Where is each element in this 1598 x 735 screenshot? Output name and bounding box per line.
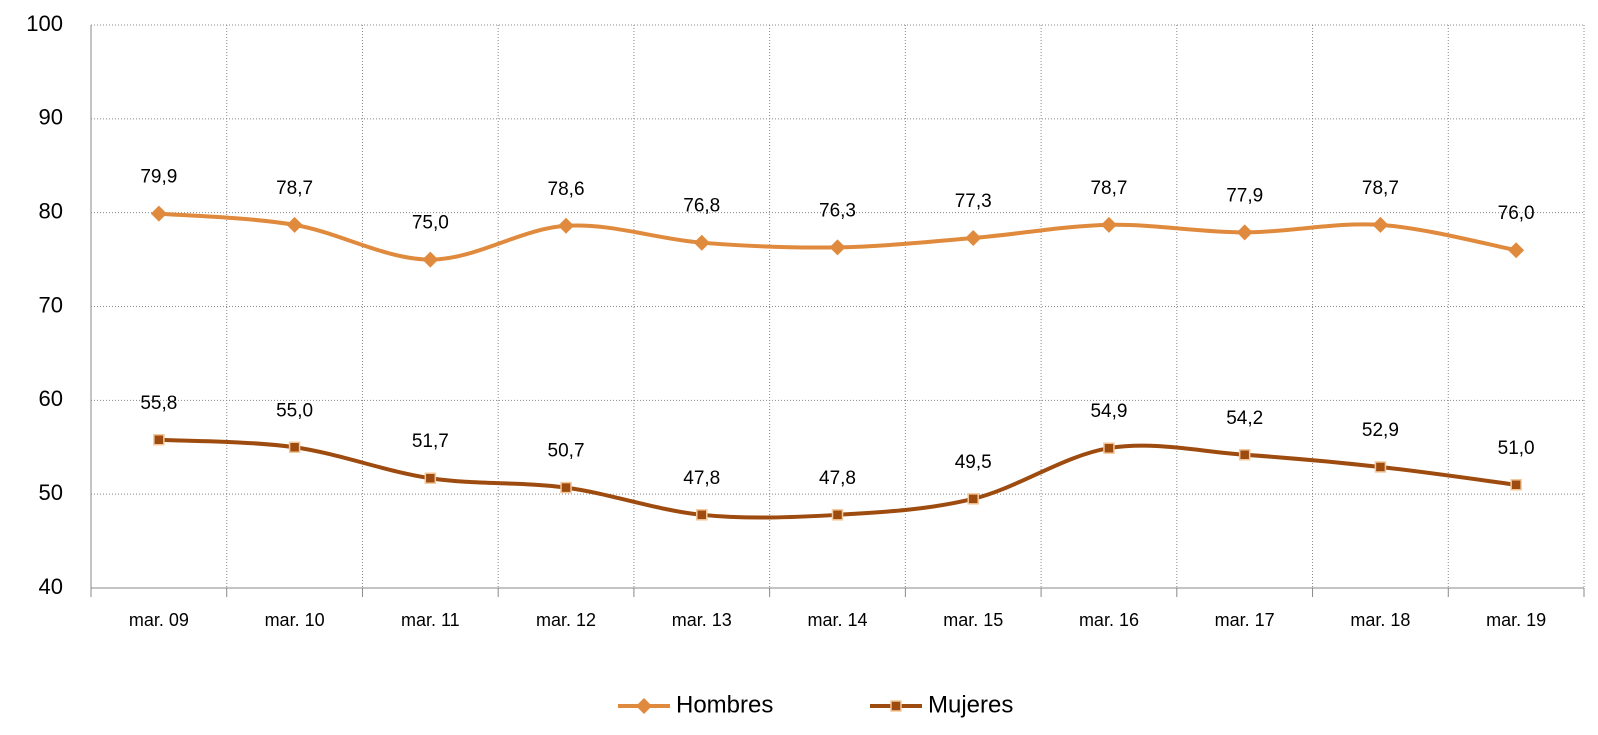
legend-label: Mujeres (928, 691, 1013, 718)
x-tick-label: mar. 17 (1215, 610, 1275, 630)
data-label: 76,3 (819, 200, 856, 221)
y-tick-label: 60 (39, 386, 63, 411)
data-point (288, 441, 301, 453)
data-point (693, 234, 710, 251)
data-label: 55,8 (140, 393, 177, 414)
data-point (558, 217, 575, 234)
x-tick-label: mar. 16 (1079, 610, 1139, 630)
data-point (831, 509, 844, 521)
data-point (829, 239, 846, 256)
x-tick-label: mar. 10 (265, 610, 325, 630)
data-label: 75,0 (412, 213, 449, 234)
data-point (967, 493, 979, 505)
y-tick-label: 40 (39, 574, 63, 599)
data-label: 49,5 (955, 452, 992, 473)
data-label: 77,9 (1226, 185, 1263, 206)
data-label: 47,8 (819, 468, 856, 489)
data-point (1100, 216, 1117, 233)
legend-marker (890, 700, 902, 712)
data-label: 78,7 (1090, 178, 1127, 199)
data-point (1103, 442, 1115, 454)
x-tick-label: mar. 13 (672, 610, 732, 630)
data-point (1372, 216, 1389, 233)
data-point (150, 205, 167, 222)
data-point (696, 509, 708, 521)
data-label: 78,7 (1362, 178, 1399, 199)
data-point (1238, 449, 1251, 461)
data-label: 52,9 (1362, 420, 1399, 441)
x-tick-label: mar. 15 (943, 610, 1003, 630)
data-point (422, 251, 439, 268)
x-tick-label: mar. 18 (1350, 610, 1410, 630)
data-label: 76,0 (1498, 203, 1535, 224)
data-point (1374, 461, 1387, 473)
y-tick-label: 100 (26, 11, 63, 36)
data-point (153, 433, 165, 446)
y-tick-label: 50 (39, 480, 63, 505)
legend-label: Hombres (676, 691, 773, 718)
data-label: 55,0 (276, 400, 313, 421)
data-point (424, 472, 437, 484)
y-tick-label: 80 (39, 198, 63, 223)
data-point (1510, 479, 1522, 491)
data-point (560, 481, 572, 494)
data-label: 79,9 (140, 167, 177, 188)
data-label: 76,8 (683, 196, 720, 217)
legend-marker (636, 698, 652, 714)
x-tick-label: mar. 12 (536, 610, 596, 630)
data-label: 54,2 (1226, 408, 1263, 429)
data-point (286, 216, 303, 233)
data-label: 78,7 (276, 178, 313, 199)
data-point (1508, 242, 1525, 259)
data-label: 51,7 (412, 431, 449, 452)
x-tick-label: mar. 14 (807, 610, 867, 630)
data-label: 78,6 (548, 179, 585, 200)
data-label: 54,9 (1090, 401, 1127, 422)
data-point (1236, 224, 1253, 241)
data-label: 77,3 (955, 191, 992, 212)
x-tick-label: mar. 11 (401, 610, 460, 630)
x-tick-label: mar. 19 (1486, 610, 1546, 630)
data-point (965, 230, 982, 247)
data-label: 51,0 (1498, 438, 1535, 459)
data-label: 50,7 (548, 441, 585, 462)
x-tick-label: mar. 09 (129, 610, 189, 630)
y-tick-label: 70 (39, 292, 63, 317)
data-label: 47,8 (683, 468, 720, 489)
y-tick-label: 90 (39, 105, 63, 130)
